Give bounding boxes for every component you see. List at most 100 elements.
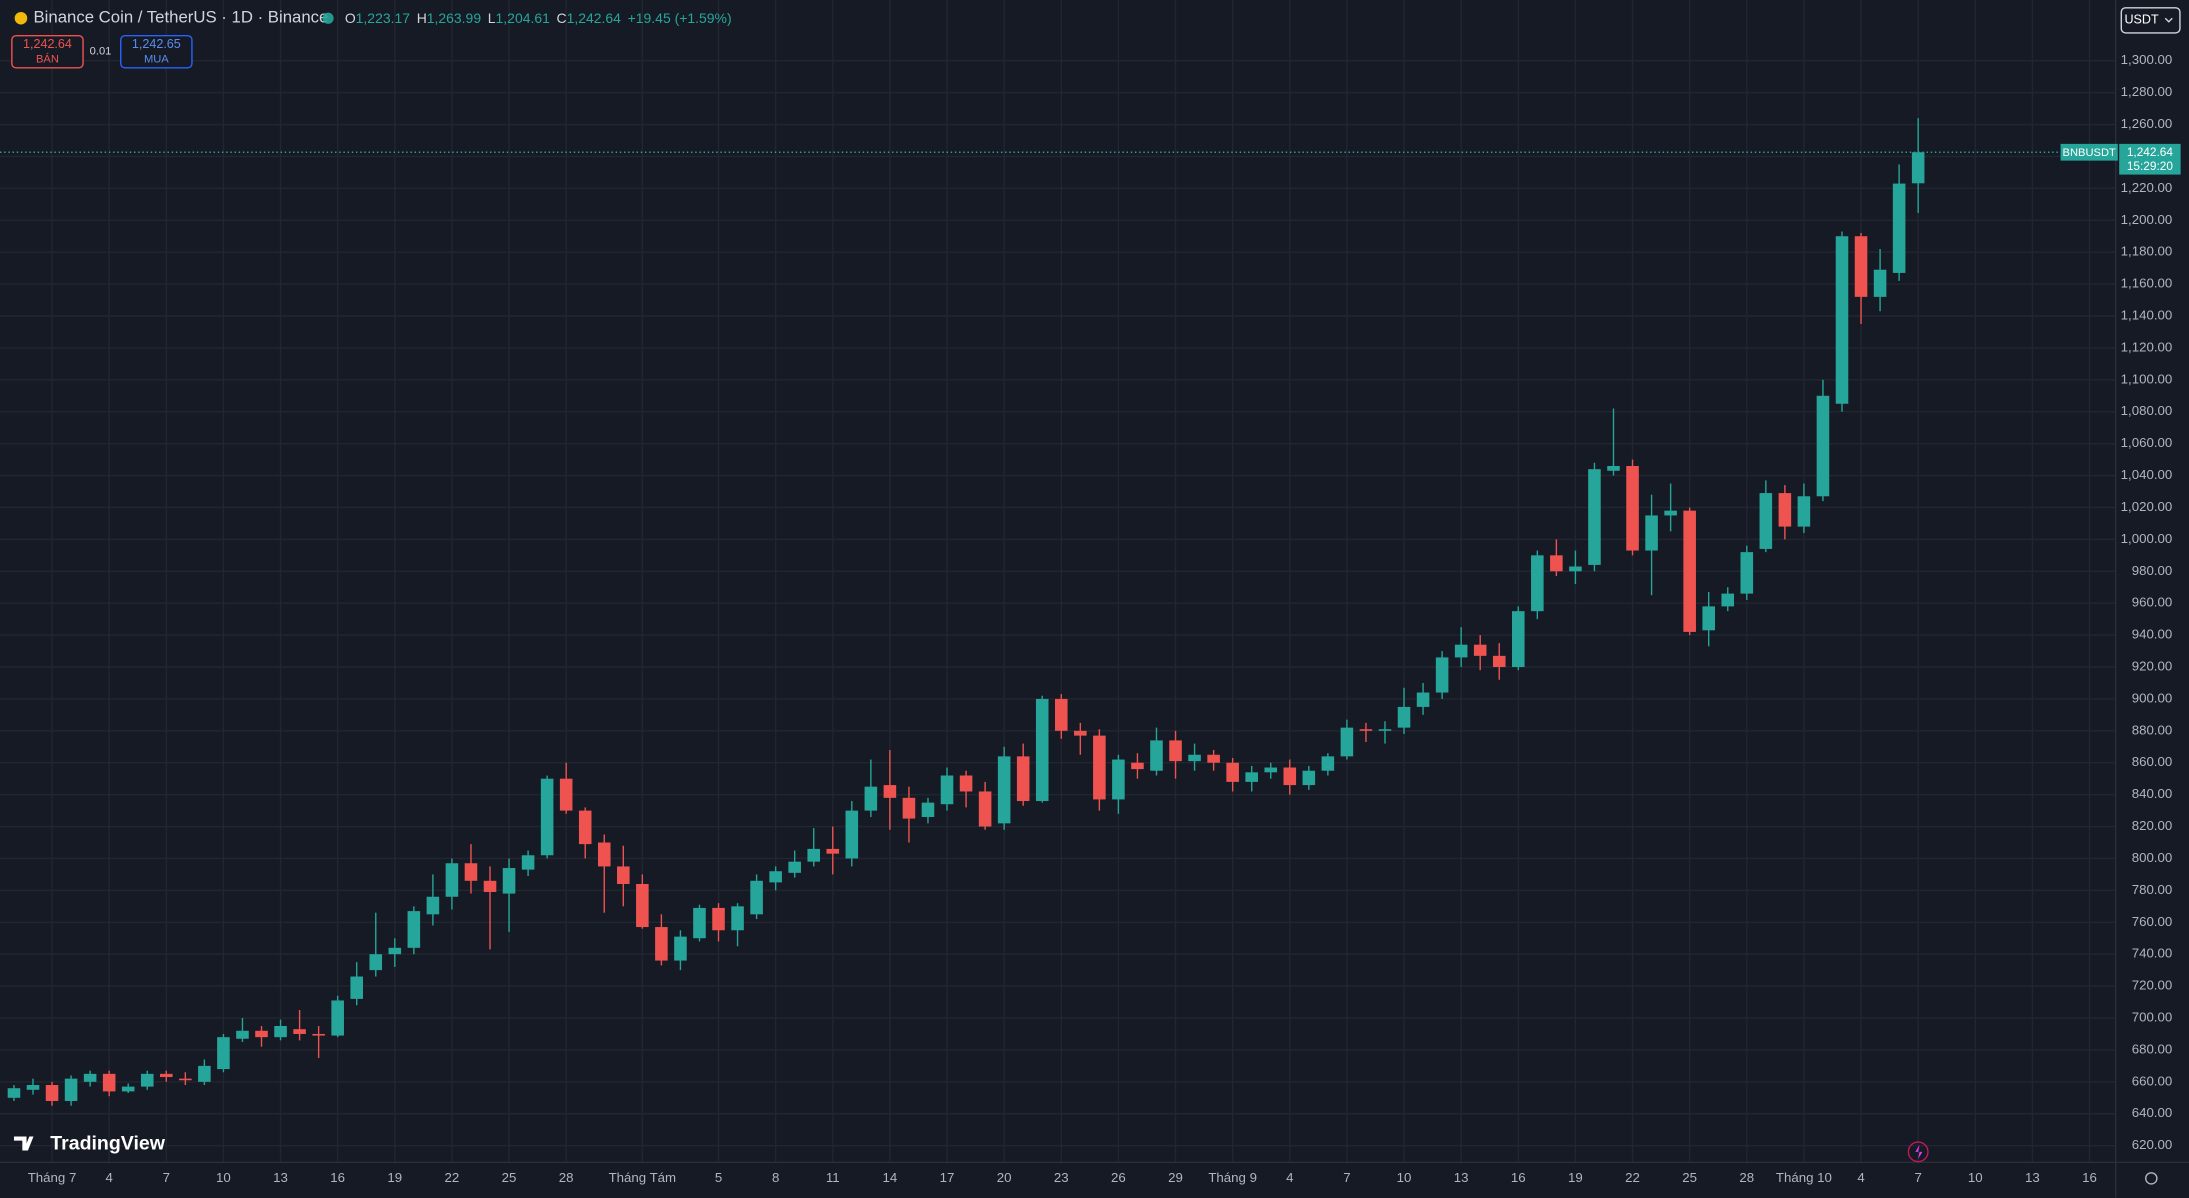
candle-body — [83, 1073, 97, 1082]
candle-body — [445, 863, 459, 897]
candle-body — [1283, 767, 1297, 786]
candle-body — [198, 1065, 211, 1082]
price-tag-label: 1,242.64 — [2127, 145, 2174, 159]
x-tick-label: Tháng 10 — [1776, 1170, 1832, 1185]
candle-body — [483, 880, 497, 892]
buy-button[interactable] — [120, 34, 193, 69]
currency-button[interactable] — [2120, 7, 2181, 34]
x-tick-label: 19 — [387, 1170, 402, 1185]
y-tick-label: 960.00 — [2132, 595, 2173, 610]
settings-icon[interactable] — [2145, 1172, 2158, 1185]
candle-body — [102, 1073, 116, 1092]
candle-body — [1226, 762, 1239, 782]
candle-body — [1207, 754, 1220, 763]
y-tick-label: 1,000.00 — [2121, 531, 2173, 546]
candle-body — [1321, 756, 1335, 771]
y-tick-label: 860.00 — [2132, 754, 2173, 769]
x-tick-label: 22 — [445, 1170, 460, 1185]
y-tick-label: 780.00 — [2132, 882, 2173, 897]
y-tick-label: 1,180.00 — [2121, 244, 2173, 259]
y-tick-label: 620.00 — [2132, 1137, 2173, 1152]
candle-body — [1454, 644, 1468, 658]
candle-body — [1816, 395, 1830, 497]
x-tick-label: 10 — [1397, 1170, 1412, 1185]
candle-body — [1854, 236, 1868, 297]
candle-body — [1035, 698, 1049, 802]
logo-text: TradingView — [50, 1132, 165, 1154]
x-tick-label: 17 — [940, 1170, 955, 1185]
x-tick-label: 7 — [1343, 1170, 1350, 1185]
candle-body — [179, 1078, 192, 1081]
candle-body — [255, 1030, 268, 1038]
candle-body — [160, 1073, 173, 1078]
candle-body — [236, 1030, 249, 1039]
candle-body — [1626, 465, 1639, 551]
candle-body — [426, 896, 440, 915]
y-tick-label: 1,220.00 — [2121, 180, 2173, 195]
candle-body — [1416, 692, 1430, 707]
high-key: H — [417, 10, 427, 26]
candle-body — [1016, 756, 1030, 802]
candle-body — [7, 1088, 21, 1098]
alert-icon[interactable] — [1907, 1141, 1929, 1163]
candle-body — [731, 906, 744, 931]
low-value: 1,204.61 — [496, 10, 551, 26]
y-tick-label: 1,100.00 — [2121, 371, 2173, 386]
candle-body — [693, 907, 706, 939]
sell-button[interactable] — [11, 34, 84, 69]
candle-body — [1435, 657, 1449, 693]
candle-body — [1188, 754, 1201, 762]
candle-body — [959, 775, 973, 792]
ohlc-legend: O1,223.17 H1,263.99 L1,204.61 C1,242.64 … — [345, 10, 732, 26]
x-tick-label: 16 — [1511, 1170, 1526, 1185]
x-tick-label: 13 — [1454, 1170, 1469, 1185]
x-tick-label: 8 — [772, 1170, 779, 1185]
candle-body — [1607, 465, 1620, 471]
candle-body — [1778, 493, 1792, 527]
candle-body — [1873, 269, 1887, 297]
x-tick-label: 5 — [715, 1170, 722, 1185]
candle-body — [902, 797, 916, 819]
x-tick-label: 16 — [2082, 1170, 2097, 1185]
candle-body — [1492, 655, 1506, 668]
y-tick-label: 940.00 — [2132, 627, 2173, 642]
low-key: L — [488, 10, 496, 26]
x-tick-label: 29 — [1168, 1170, 1183, 1185]
candle-body — [26, 1085, 40, 1090]
x-tick-label: 10 — [216, 1170, 231, 1185]
candle-body — [1531, 555, 1544, 612]
symbol-tag-label: BNBUSDT — [2063, 147, 2116, 159]
candle-body — [997, 756, 1011, 824]
x-tick-label: Tháng Tám — [609, 1170, 677, 1185]
x-tick-label: 10 — [1968, 1170, 1983, 1185]
y-tick-label: 920.00 — [2132, 659, 2173, 674]
y-tick-label: 1,280.00 — [2121, 84, 2173, 99]
x-tick-label: 7 — [163, 1170, 170, 1185]
x-tick-label: 14 — [883, 1170, 898, 1185]
y-tick-label: 900.00 — [2132, 690, 2173, 705]
candle-body — [1264, 767, 1278, 773]
x-tick-label: 25 — [1682, 1170, 1697, 1185]
candle-body — [597, 842, 611, 867]
y-tick-label: 1,200.00 — [2121, 212, 2173, 227]
candle-body — [636, 883, 649, 928]
candle-body — [1054, 698, 1068, 731]
candle-body — [978, 791, 992, 827]
open-value: 1,223.17 — [356, 10, 411, 26]
candle-body — [559, 778, 573, 811]
y-tick-label: 1,080.00 — [2121, 403, 2173, 418]
candle-body — [864, 786, 878, 811]
spread: 0.01 — [90, 46, 112, 58]
candle-body — [1702, 606, 1715, 631]
candle-body — [1112, 759, 1125, 800]
x-tick-label: 28 — [1739, 1170, 1754, 1185]
candle-body — [750, 880, 763, 915]
candle-body — [64, 1078, 78, 1101]
candle-body — [274, 1025, 287, 1038]
countdown-label: 15:29:20 — [2127, 159, 2174, 173]
candle-body — [674, 936, 687, 961]
y-tick-label: 660.00 — [2132, 1073, 2173, 1088]
candle-body — [845, 810, 859, 859]
